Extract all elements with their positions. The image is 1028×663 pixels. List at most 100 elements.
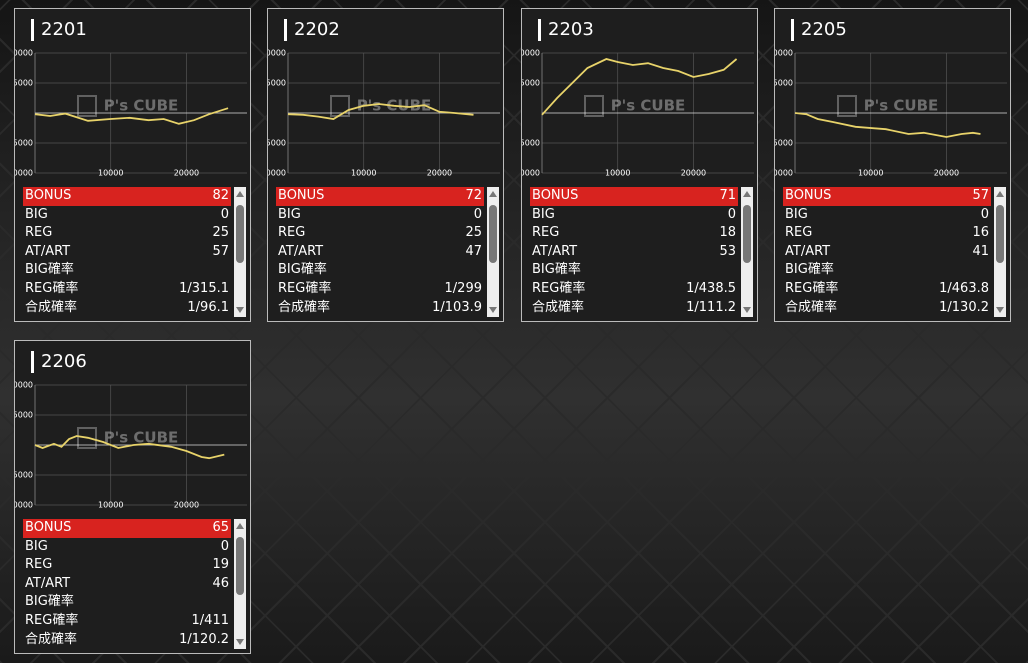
stat-value: 0 — [473, 206, 482, 222]
stat-label: REG確率 — [278, 280, 332, 296]
scroll-down — [236, 639, 244, 645]
scroll-up — [996, 191, 1004, 197]
stats-row: 合成確率 1/120.2 — [23, 631, 231, 650]
y-tick-label: -10000 — [775, 169, 793, 178]
stat-label: REG確率 — [25, 612, 79, 628]
stat-value: 57 — [212, 243, 229, 259]
data-line — [794, 112, 981, 138]
stat-value: 1/315.1 — [179, 280, 229, 296]
card: 2203 -10000 -5000 5000 10000 10000 20000 P's CU… — [521, 8, 758, 322]
scroll-up — [236, 191, 244, 197]
stats-row: BONUS 57 — [783, 187, 991, 206]
y-tick-label: -5000 — [15, 139, 33, 148]
stat-label: BIG — [278, 206, 301, 222]
stats-row: REG 25 — [276, 224, 484, 243]
stat-value: 53 — [719, 243, 736, 259]
y-tick-label: 5000 — [15, 411, 33, 420]
watermark: P's CUBE — [104, 429, 179, 447]
stat-label: REG確率 — [785, 280, 839, 296]
scrollbar[interactable] — [741, 187, 753, 317]
watermark: P's CUBE — [864, 97, 939, 115]
stats-row: BIG 0 — [23, 538, 231, 557]
stat-label: AT/ART — [532, 243, 578, 259]
stat-value: 46 — [212, 575, 229, 591]
stats-table: BONUS 57 BIG 0 REG 16 AT/ART 41 BIG確率 REG確率 1/463.… — [783, 187, 991, 317]
stat-value: 1/96.1 — [187, 299, 229, 315]
scrollbar[interactable] — [994, 187, 1006, 317]
x-tick-label: 20000 — [681, 169, 706, 178]
stats-row: REG 25 — [23, 224, 231, 243]
stats-row: BIG確率 — [23, 261, 231, 280]
data-line — [541, 58, 738, 116]
stat-label: BONUS — [25, 520, 72, 535]
stat-label: REG — [25, 557, 53, 573]
stats-row: BIG 0 — [276, 206, 484, 225]
stat-label: BONUS — [785, 188, 832, 203]
x-tick-label: 20000 — [174, 501, 199, 510]
data-line — [34, 107, 229, 125]
stat-label: 合成確率 — [785, 299, 838, 315]
stat-label: BIG — [785, 206, 808, 222]
scroll-up — [489, 191, 497, 197]
stats-row: BIG確率 — [530, 261, 738, 280]
data-line — [287, 103, 474, 120]
card-title: 2201 — [31, 19, 87, 41]
stat-value: 1/130.2 — [939, 299, 989, 315]
scroll-down — [996, 307, 1004, 313]
stats-row: BONUS 65 — [23, 519, 231, 538]
stat-label: 合成確率 — [532, 299, 585, 315]
stat-value: 72 — [465, 188, 482, 203]
y-tick-label: -10000 — [522, 169, 540, 178]
x-tick-label: 10000 — [858, 169, 883, 178]
card-title: 2205 — [791, 19, 847, 41]
scrollbar[interactable] — [234, 187, 246, 317]
stats-row: 合成確率 1/111.2 — [530, 299, 738, 318]
stat-label: BIG — [532, 206, 555, 222]
y-tick-label: 10000 — [268, 49, 286, 58]
stats-row: AT/ART 46 — [23, 575, 231, 594]
stat-value: 41 — [972, 243, 989, 259]
stat-label: 合成確率 — [25, 631, 78, 647]
y-tick-label: -5000 — [15, 471, 33, 480]
stat-label: BONUS — [532, 188, 579, 203]
scrollbar[interactable] — [487, 187, 499, 317]
stats-table: BONUS 82 BIG 0 REG 25 AT/ART 57 BIG確率 REG確率 1/315.… — [23, 187, 231, 317]
stats-row: BIG確率 — [276, 261, 484, 280]
stat-label: BIG確率 — [785, 262, 834, 278]
scroll-thumb — [236, 537, 244, 595]
stat-label: REG — [785, 225, 813, 241]
stat-label: BIG — [25, 538, 48, 554]
stats-row: BONUS 72 — [276, 187, 484, 206]
stat-value: 0 — [980, 206, 989, 222]
stat-label: BONUS — [25, 188, 72, 203]
stat-label: REG確率 — [532, 280, 586, 296]
stat-label: BIG確率 — [278, 262, 327, 278]
scroll-up — [743, 191, 751, 197]
stats-row: BIG 0 — [783, 206, 991, 225]
stat-label: 合成確率 — [25, 299, 78, 315]
x-tick-label: 10000 — [98, 501, 123, 510]
stat-value: 25 — [465, 225, 482, 241]
card: 2205 -10000 -5000 5000 10000 10000 20000 P's CU… — [774, 8, 1011, 322]
stats-row: BIG 0 — [23, 206, 231, 225]
chart: -10000 -5000 5000 10000 10000 20000 P's CUBE — [15, 381, 247, 510]
stat-value: 71 — [719, 188, 736, 203]
scrollbar[interactable] — [234, 519, 246, 649]
x-tick-label: 10000 — [98, 169, 123, 178]
stats-row: REG確率 1/299 — [276, 280, 484, 299]
stats-row: BIG確率 — [23, 593, 231, 612]
stats-row: REG確率 1/315.1 — [23, 280, 231, 299]
stats-row: AT/ART 47 — [276, 243, 484, 262]
y-tick-label: 10000 — [15, 381, 33, 390]
stat-value: 1/463.8 — [939, 280, 989, 296]
y-tick-label: 5000 — [775, 79, 793, 88]
stat-value: 0 — [220, 206, 229, 222]
y-tick-label: -10000 — [15, 169, 33, 178]
watermark-icon — [77, 427, 97, 449]
card-title: 2203 — [538, 19, 594, 41]
stat-label: AT/ART — [25, 243, 71, 259]
y-tick-label: 10000 — [522, 49, 540, 58]
scroll-down — [236, 307, 244, 313]
stat-label: BIG確率 — [25, 262, 74, 278]
card-title: 2206 — [31, 351, 87, 373]
